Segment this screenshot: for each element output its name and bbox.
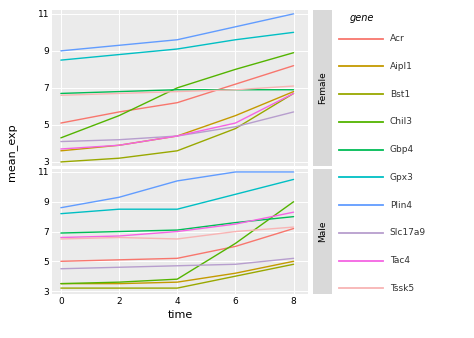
Text: Aipl1: Aipl1 (390, 62, 412, 71)
Text: Gbp4: Gbp4 (390, 145, 414, 154)
Text: Slc17a9: Slc17a9 (390, 228, 426, 237)
Text: Male: Male (318, 221, 327, 242)
Text: Female: Female (318, 72, 327, 104)
Text: Tac4: Tac4 (390, 256, 410, 265)
Text: Gpx3: Gpx3 (390, 173, 413, 182)
Text: Plin4: Plin4 (390, 200, 411, 210)
Text: mean_exp: mean_exp (7, 123, 17, 181)
Text: Chil3: Chil3 (390, 117, 413, 126)
Text: Tssk5: Tssk5 (390, 284, 414, 293)
Text: Acr: Acr (390, 34, 404, 43)
Text: Bst1: Bst1 (390, 90, 410, 99)
X-axis label: time: time (167, 310, 193, 320)
Text: gene: gene (350, 13, 374, 23)
